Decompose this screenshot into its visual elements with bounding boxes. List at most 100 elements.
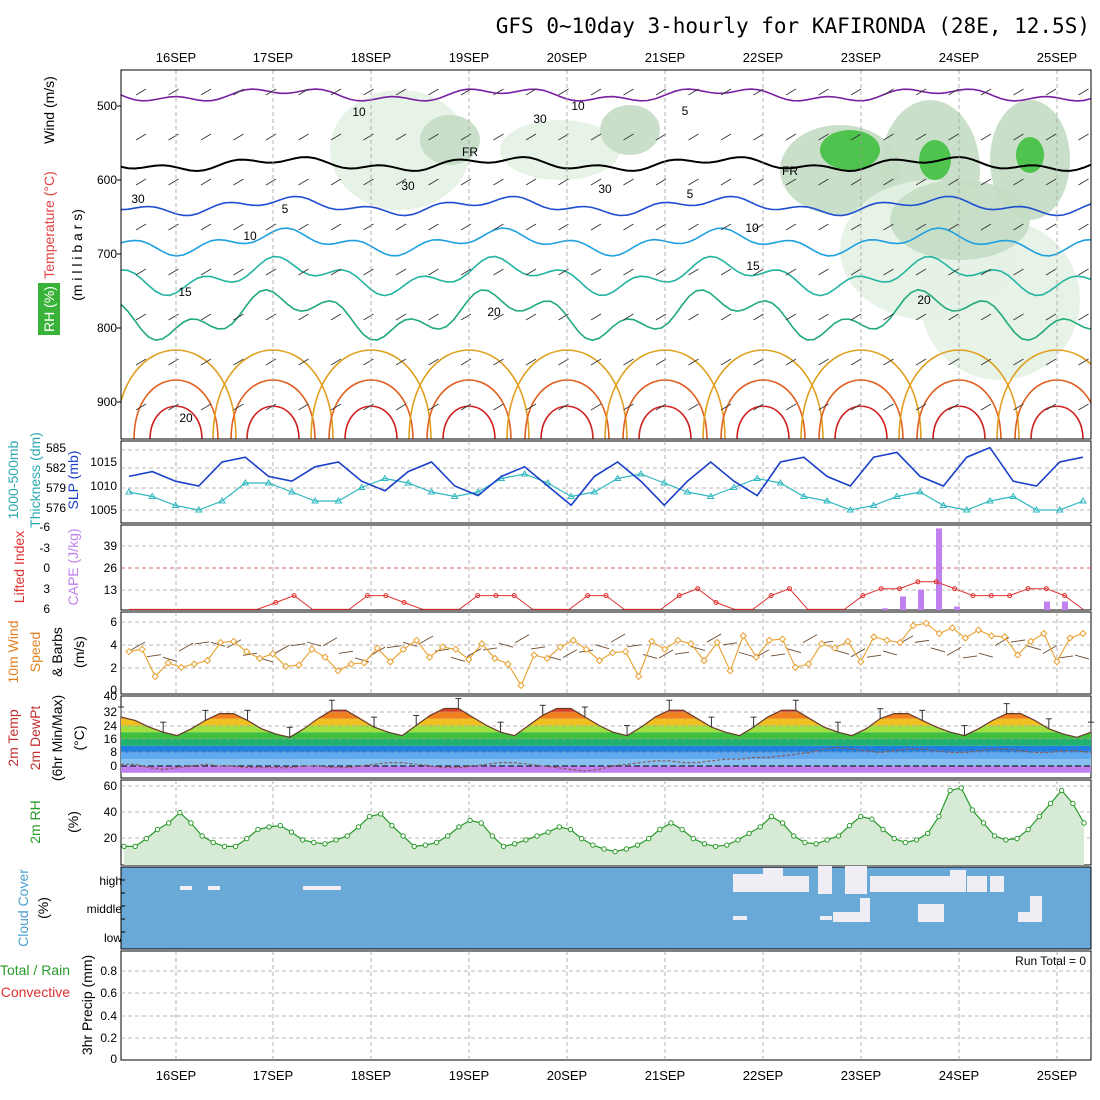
wind-barb	[883, 313, 894, 321]
lifted-index-point	[915, 579, 921, 585]
wind-speed-point	[621, 647, 630, 656]
rh-point	[199, 833, 205, 839]
tick-label: 40	[104, 805, 118, 819]
wind-barb	[753, 178, 764, 186]
contour-label: 5	[687, 187, 694, 201]
wind-ylabel2: Speed	[27, 632, 43, 672]
temperature-contour	[121, 88, 1091, 102]
wind-barb	[818, 313, 829, 321]
lifted-index-point	[401, 600, 407, 605]
rh2m-panel: 60 40 20 2m RH (%)	[27, 779, 1092, 866]
cloud-cover-bar	[180, 886, 192, 890]
run-total-label: Run Total = 0	[1015, 954, 1086, 968]
wind-barb	[330, 88, 342, 96]
rh-point	[802, 839, 808, 846]
wind-barb	[168, 88, 179, 96]
wind-barb	[265, 178, 277, 186]
wind-barb	[785, 178, 797, 186]
wind-speed-point	[438, 643, 447, 651]
cloud-cover-bar	[860, 898, 870, 922]
wind-speed-point	[661, 645, 669, 654]
wind-barb	[915, 178, 927, 186]
cape-bar	[918, 589, 924, 610]
cloud-cover-bar	[870, 876, 950, 892]
wind-speed-point	[608, 649, 617, 657]
cloud-cover-bar	[1018, 912, 1040, 922]
date-label-bottom: 16SEP	[156, 1068, 196, 1083]
wind-barb	[623, 313, 634, 321]
rh-point	[511, 841, 518, 847]
wind-barb	[1078, 223, 1089, 231]
wind-barb	[1045, 178, 1057, 186]
rh-point	[902, 839, 909, 846]
wind-barb	[395, 358, 407, 366]
wind-barb	[363, 313, 374, 321]
wind-barb	[1045, 403, 1057, 411]
wind-barb	[590, 268, 602, 276]
tick-label: 1010	[90, 479, 117, 493]
wind-barb	[785, 358, 797, 366]
date-label-bottom: 23SEP	[841, 1068, 881, 1083]
thickness-point	[567, 492, 575, 499]
date-label-bottom: 21SEP	[645, 1068, 685, 1083]
rh-point	[724, 842, 730, 848]
li-ylabel2: CAPE (J/kg)	[65, 528, 81, 605]
wind-barb	[623, 268, 634, 276]
top-date-axis: 16SEP 17SEP 18SEP 19SEP 20SEP 21SEP 22SEP 23SEP…	[156, 50, 1077, 65]
wind-speed-point	[870, 633, 878, 641]
rh-point	[456, 824, 462, 830]
wind-barb	[135, 133, 147, 141]
date-label-bottom: 22SEP	[743, 1068, 783, 1083]
tick-label: 1015	[90, 455, 117, 469]
wind-speed-point	[844, 637, 852, 646]
wind-barb	[135, 178, 147, 186]
rh-point	[545, 829, 551, 835]
contour-label: 10	[243, 229, 257, 243]
wind-barb	[428, 133, 439, 141]
wind-speed-point	[569, 636, 578, 644]
tick-label: 13	[104, 583, 118, 597]
lifted-index-point	[365, 593, 370, 599]
lifted-index-point	[713, 600, 719, 605]
wind-barb	[623, 403, 634, 411]
rh-point	[1003, 837, 1009, 843]
wind-barb	[298, 88, 309, 96]
wind-barb	[722, 642, 738, 646]
rh-point	[333, 837, 339, 843]
wind-barb	[233, 403, 244, 411]
wind-barb	[194, 641, 210, 645]
rh-point	[121, 843, 127, 850]
thickness-point	[637, 470, 645, 477]
wind-barb	[363, 223, 374, 231]
wind-barb	[610, 633, 626, 643]
cloud-cover-bar	[303, 886, 341, 890]
cloud-cover-bar	[1030, 896, 1042, 922]
wind-barb	[233, 313, 244, 321]
wind-barb	[720, 133, 732, 141]
wind-barb	[915, 358, 927, 366]
temperature-contour	[121, 255, 1091, 297]
upper-ylabel-wind: Wind (m/s)	[41, 76, 57, 144]
thickness-point	[590, 488, 599, 495]
wind-barb	[135, 358, 147, 366]
wind-barb	[688, 88, 699, 96]
tick-label: 32	[104, 705, 118, 719]
wind-barb	[395, 268, 407, 276]
wind-barb	[1013, 223, 1024, 231]
wind-barb	[883, 133, 894, 141]
thickness-point	[218, 497, 226, 504]
wind-barb	[330, 223, 342, 231]
rh-point	[1014, 835, 1020, 842]
wind-barb	[210, 641, 226, 647]
wind-barb	[363, 133, 374, 141]
rh-point	[523, 837, 529, 843]
wind-barb	[558, 403, 569, 411]
lifted-index-line	[129, 581, 1084, 610]
wind-speed-point	[700, 656, 708, 665]
wind-barb	[915, 223, 927, 231]
wind-barb	[330, 313, 342, 321]
rh-point	[578, 835, 585, 842]
rh-point	[757, 824, 763, 830]
wind-speed-point	[765, 636, 774, 644]
